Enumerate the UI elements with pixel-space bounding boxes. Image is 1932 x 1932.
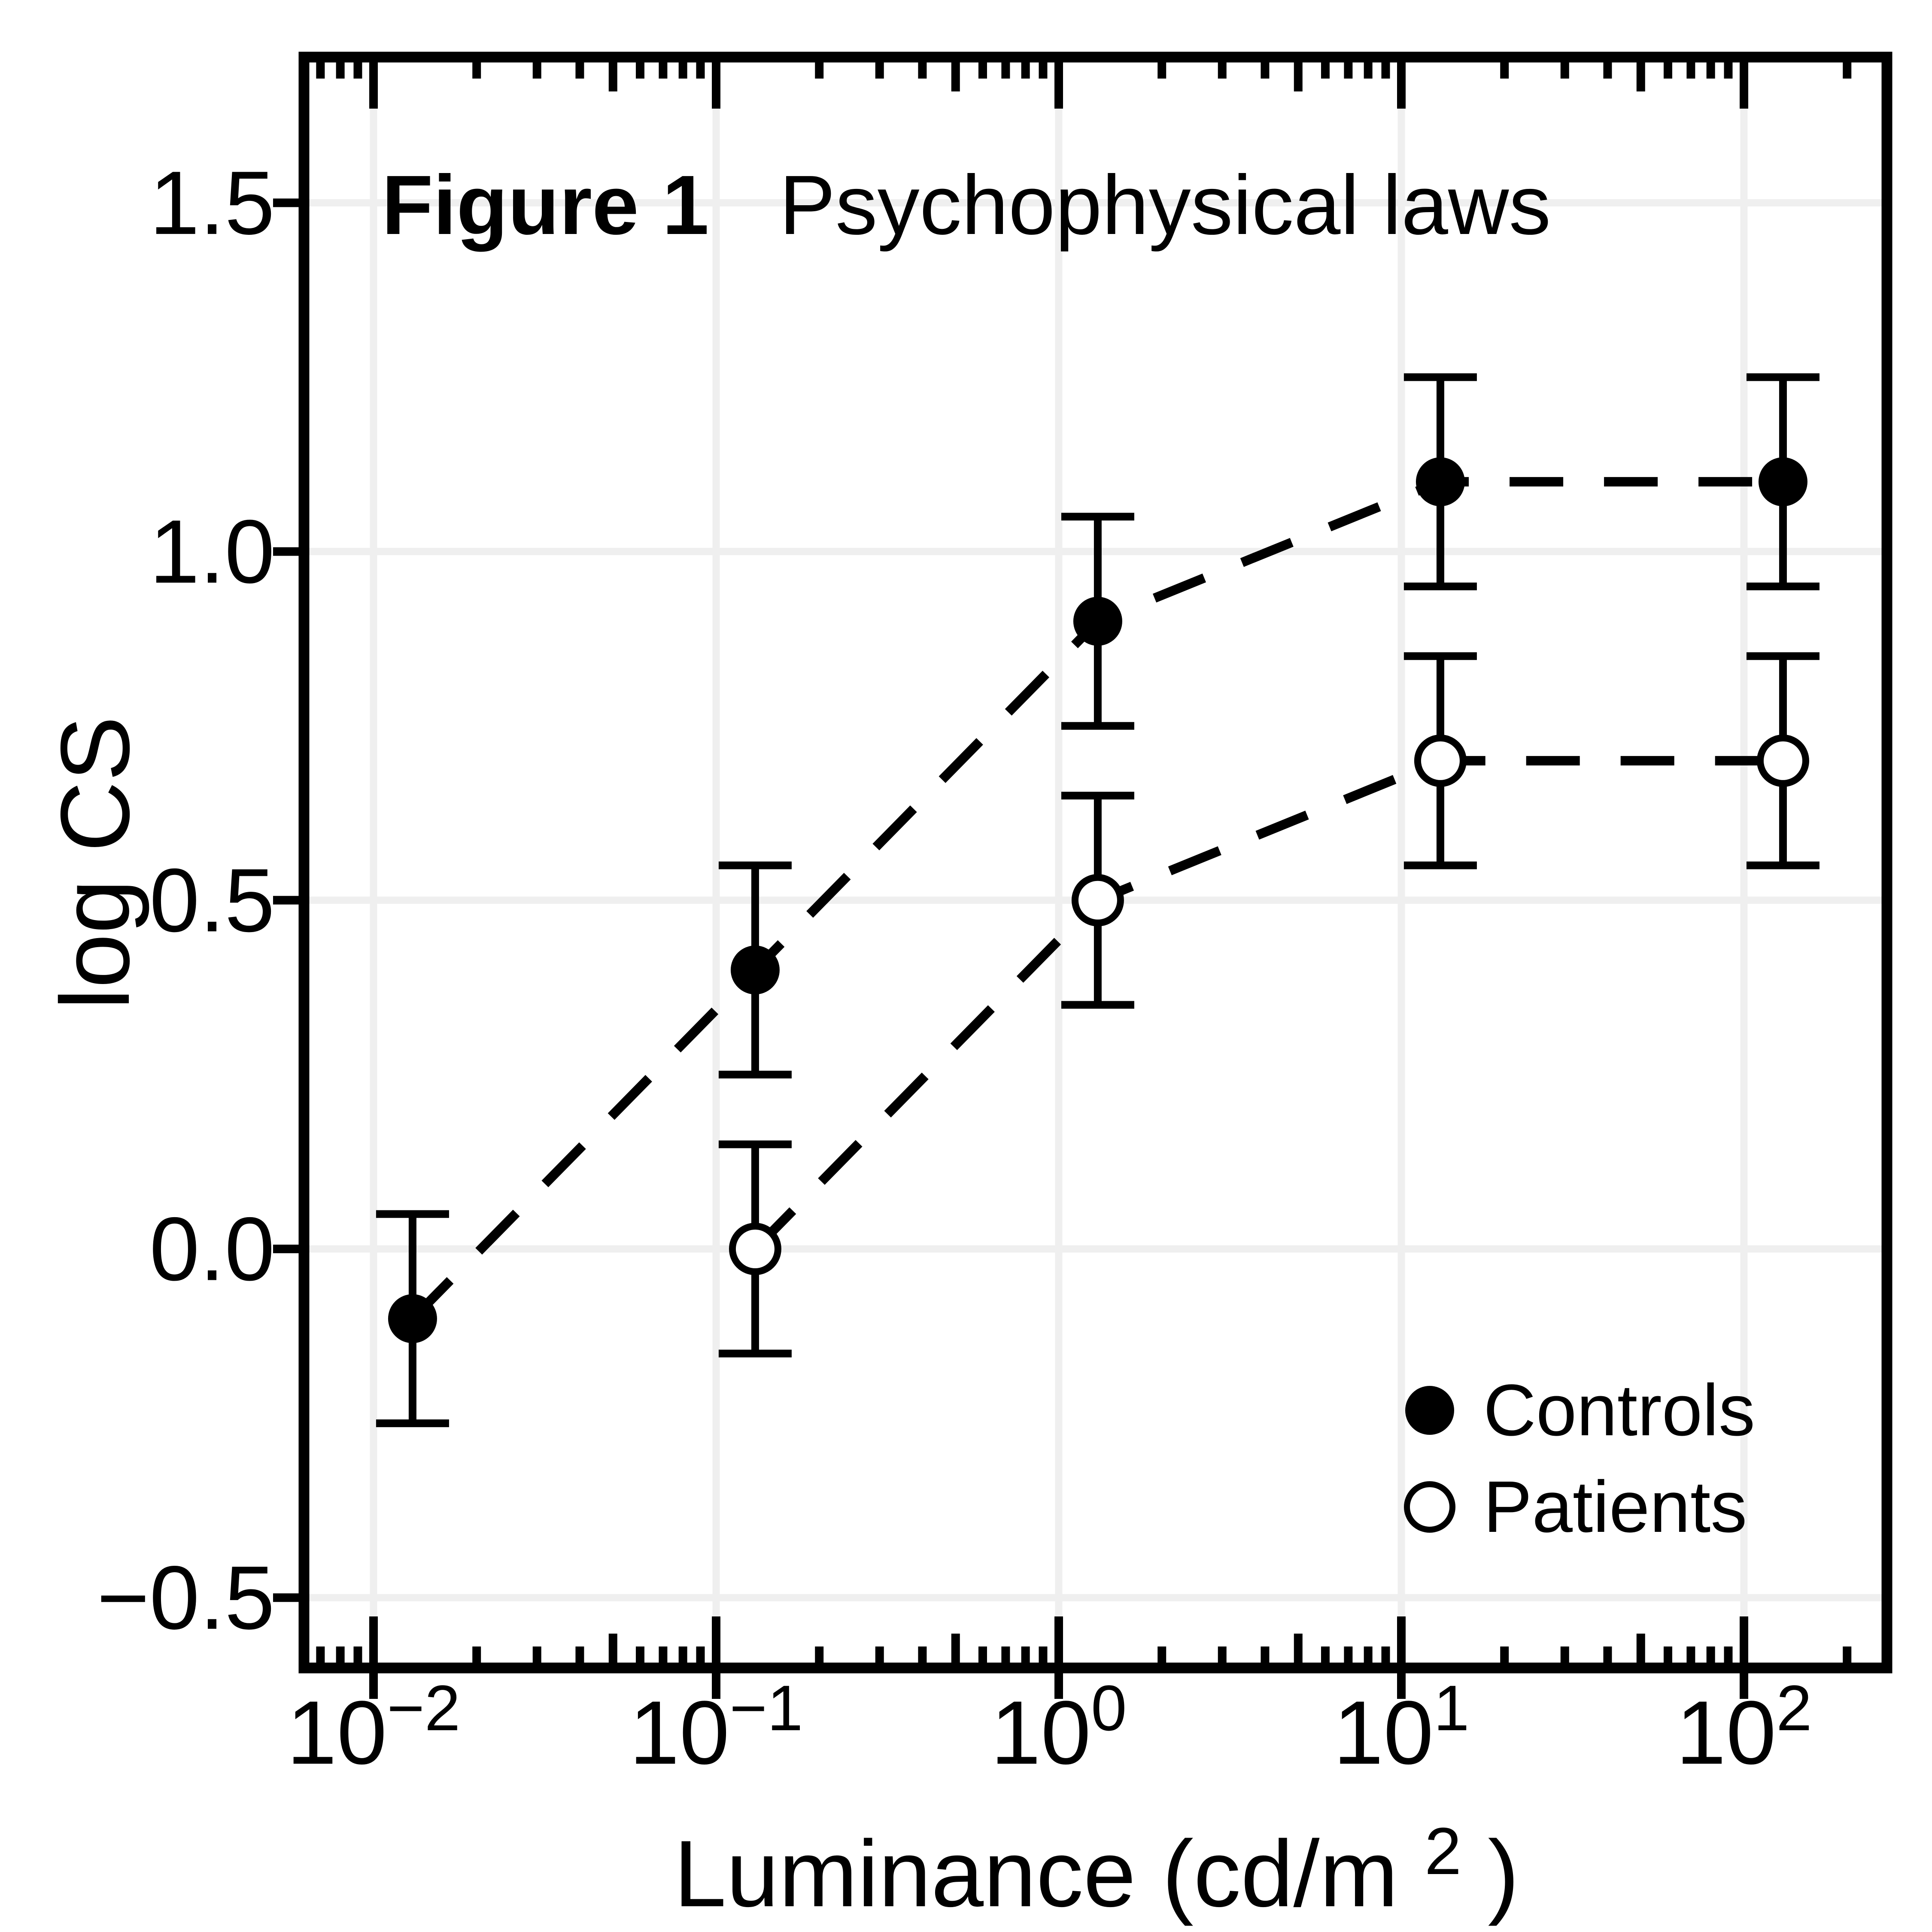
legend-label: Controls: [1483, 1370, 1755, 1451]
x-tick-label: 101: [1333, 1672, 1469, 1783]
legend-item-patients: Patients: [1404, 1466, 1747, 1548]
x-tick-label: 10−1: [629, 1672, 803, 1783]
y-tick-labels: −0.5 0.0 0.5 1.0 1.5: [97, 152, 275, 1648]
data-point-marker: [1414, 734, 1467, 787]
y-tick-label: −0.5: [97, 1547, 275, 1648]
legend-item-controls: Controls: [1405, 1370, 1755, 1451]
data-series: [376, 373, 1820, 1428]
data-point-marker: [388, 1294, 437, 1343]
x-axis-title-text: Luminance (cd/m: [674, 1821, 1398, 1926]
legend-label: Patients: [1483, 1466, 1747, 1548]
y-tick-label: 0.0: [149, 1199, 275, 1300]
trend-line-dashed: [752, 756, 1783, 1252]
x-axis-title: Luminance (cd/m 2 ): [674, 1789, 1519, 1926]
panel-border: [298, 52, 1893, 1674]
y-tick-label: 0.5: [149, 850, 275, 951]
legend: Controls Patients: [1404, 1370, 1755, 1548]
legend-marker-open-circle: [1404, 1481, 1455, 1533]
data-point-marker: [1758, 457, 1807, 507]
chart-title-bold: Figure 1: [382, 158, 709, 252]
series-patients: [718, 652, 1820, 1358]
data-point-marker: [1756, 734, 1809, 787]
x-tick-label: 102: [1676, 1672, 1812, 1783]
x-axis-title-superscript: 2: [1425, 1814, 1461, 1888]
data-point-marker: [1073, 597, 1122, 646]
x-axis-title-close: ): [1488, 1821, 1519, 1926]
x-tick-label: 10−2: [287, 1672, 461, 1783]
data-point-marker: [730, 945, 780, 995]
data-point-marker: [1071, 874, 1124, 927]
y-tick-label: 1.0: [149, 501, 275, 602]
legend-marker-filled-circle: [1405, 1386, 1454, 1435]
data-point-marker: [1416, 457, 1465, 507]
axis-lines: [298, 52, 1893, 1674]
y-tick-label: 1.5: [149, 152, 275, 253]
data-point-marker: [729, 1223, 781, 1275]
x-tick-labels: 10−2 10−1 100 101 102: [287, 1672, 1812, 1783]
x-tick-label: 100: [990, 1672, 1127, 1783]
y-axis-title: log CS: [41, 716, 150, 1010]
chart-title: Psychophysical laws: [779, 158, 1551, 252]
series-controls: [376, 373, 1820, 1428]
